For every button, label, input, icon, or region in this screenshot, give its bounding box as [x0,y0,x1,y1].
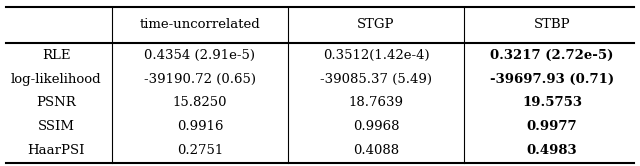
Text: time-uncorrelated: time-uncorrelated [140,18,260,31]
Text: 19.5753: 19.5753 [522,96,582,109]
Text: 0.3512(1.42e-4): 0.3512(1.42e-4) [323,49,429,62]
Text: 15.8250: 15.8250 [173,96,227,109]
Text: -39190.72 (0.65): -39190.72 (0.65) [144,73,256,85]
Text: 0.4983: 0.4983 [527,144,577,157]
Text: -39697.93 (0.71): -39697.93 (0.71) [490,73,614,85]
Text: 0.4088: 0.4088 [353,144,399,157]
Text: 0.9977: 0.9977 [527,120,577,133]
Text: 0.9968: 0.9968 [353,120,399,133]
Text: 0.2751: 0.2751 [177,144,223,157]
Text: 0.3217 (2.72e-5): 0.3217 (2.72e-5) [490,49,614,62]
Text: HaarPSI: HaarPSI [28,144,84,157]
Text: 0.4354 (2.91e-5): 0.4354 (2.91e-5) [145,49,255,62]
Text: log-likelihood: log-likelihood [11,73,101,85]
Text: SSIM: SSIM [38,120,74,133]
Text: STBP: STBP [534,18,570,31]
Text: 0.9916: 0.9916 [177,120,223,133]
Text: STGP: STGP [357,18,395,31]
Text: 18.7639: 18.7639 [349,96,403,109]
Text: RLE: RLE [42,49,70,62]
Text: -39085.37 (5.49): -39085.37 (5.49) [320,73,432,85]
Text: PSNR: PSNR [36,96,76,109]
